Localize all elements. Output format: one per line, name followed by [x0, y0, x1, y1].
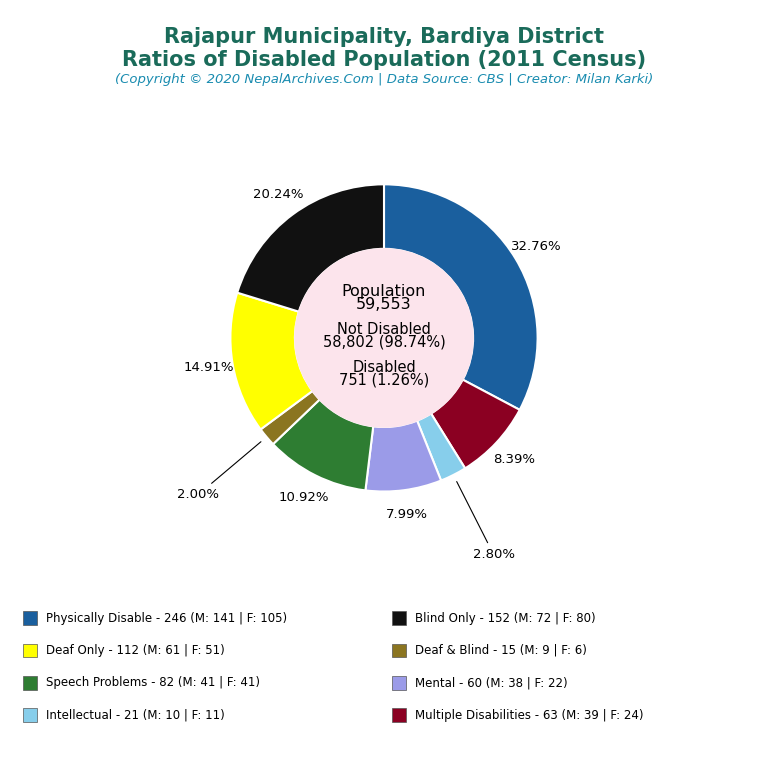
Text: Speech Problems - 82 (M: 41 | F: 41): Speech Problems - 82 (M: 41 | F: 41) — [46, 677, 260, 689]
Text: Multiple Disabilities - 63 (M: 39 | F: 24): Multiple Disabilities - 63 (M: 39 | F: 2… — [415, 709, 644, 721]
Text: 32.76%: 32.76% — [511, 240, 562, 253]
Text: Ratios of Disabled Population (2011 Census): Ratios of Disabled Population (2011 Cens… — [122, 50, 646, 70]
Wedge shape — [273, 399, 373, 491]
Text: Deaf & Blind - 15 (M: 9 | F: 6): Deaf & Blind - 15 (M: 9 | F: 6) — [415, 644, 587, 657]
Wedge shape — [431, 379, 520, 468]
Text: 2.00%: 2.00% — [177, 442, 261, 501]
Wedge shape — [366, 421, 441, 492]
Wedge shape — [260, 391, 319, 444]
Text: 7.99%: 7.99% — [386, 508, 428, 521]
Wedge shape — [384, 184, 538, 410]
Text: Mental - 60 (M: 38 | F: 22): Mental - 60 (M: 38 | F: 22) — [415, 677, 568, 689]
Text: Rajapur Municipality, Bardiya District: Rajapur Municipality, Bardiya District — [164, 27, 604, 47]
Text: Blind Only - 152 (M: 72 | F: 80): Blind Only - 152 (M: 72 | F: 80) — [415, 612, 595, 624]
Text: 59,553: 59,553 — [356, 297, 412, 312]
Wedge shape — [237, 184, 384, 312]
Text: (Copyright © 2020 NepalArchives.Com | Data Source: CBS | Creator: Milan Karki): (Copyright © 2020 NepalArchives.Com | Da… — [115, 73, 653, 86]
Text: Intellectual - 21 (M: 10 | F: 11): Intellectual - 21 (M: 10 | F: 11) — [46, 709, 225, 721]
Text: 14.91%: 14.91% — [183, 362, 233, 375]
Text: Not Disabled: Not Disabled — [337, 322, 431, 337]
Text: 2.80%: 2.80% — [457, 482, 515, 561]
Wedge shape — [417, 414, 465, 481]
Text: 58,802 (98.74%): 58,802 (98.74%) — [323, 335, 445, 349]
Text: Population: Population — [342, 284, 426, 300]
Text: Disabled: Disabled — [352, 360, 416, 375]
Text: Physically Disable - 246 (M: 141 | F: 105): Physically Disable - 246 (M: 141 | F: 10… — [46, 612, 287, 624]
Wedge shape — [230, 293, 313, 429]
Text: 10.92%: 10.92% — [279, 491, 329, 504]
Text: 751 (1.26%): 751 (1.26%) — [339, 372, 429, 388]
Text: 20.24%: 20.24% — [253, 188, 303, 201]
Circle shape — [295, 249, 473, 427]
Text: Deaf Only - 112 (M: 61 | F: 51): Deaf Only - 112 (M: 61 | F: 51) — [46, 644, 225, 657]
Text: 8.39%: 8.39% — [493, 453, 535, 466]
